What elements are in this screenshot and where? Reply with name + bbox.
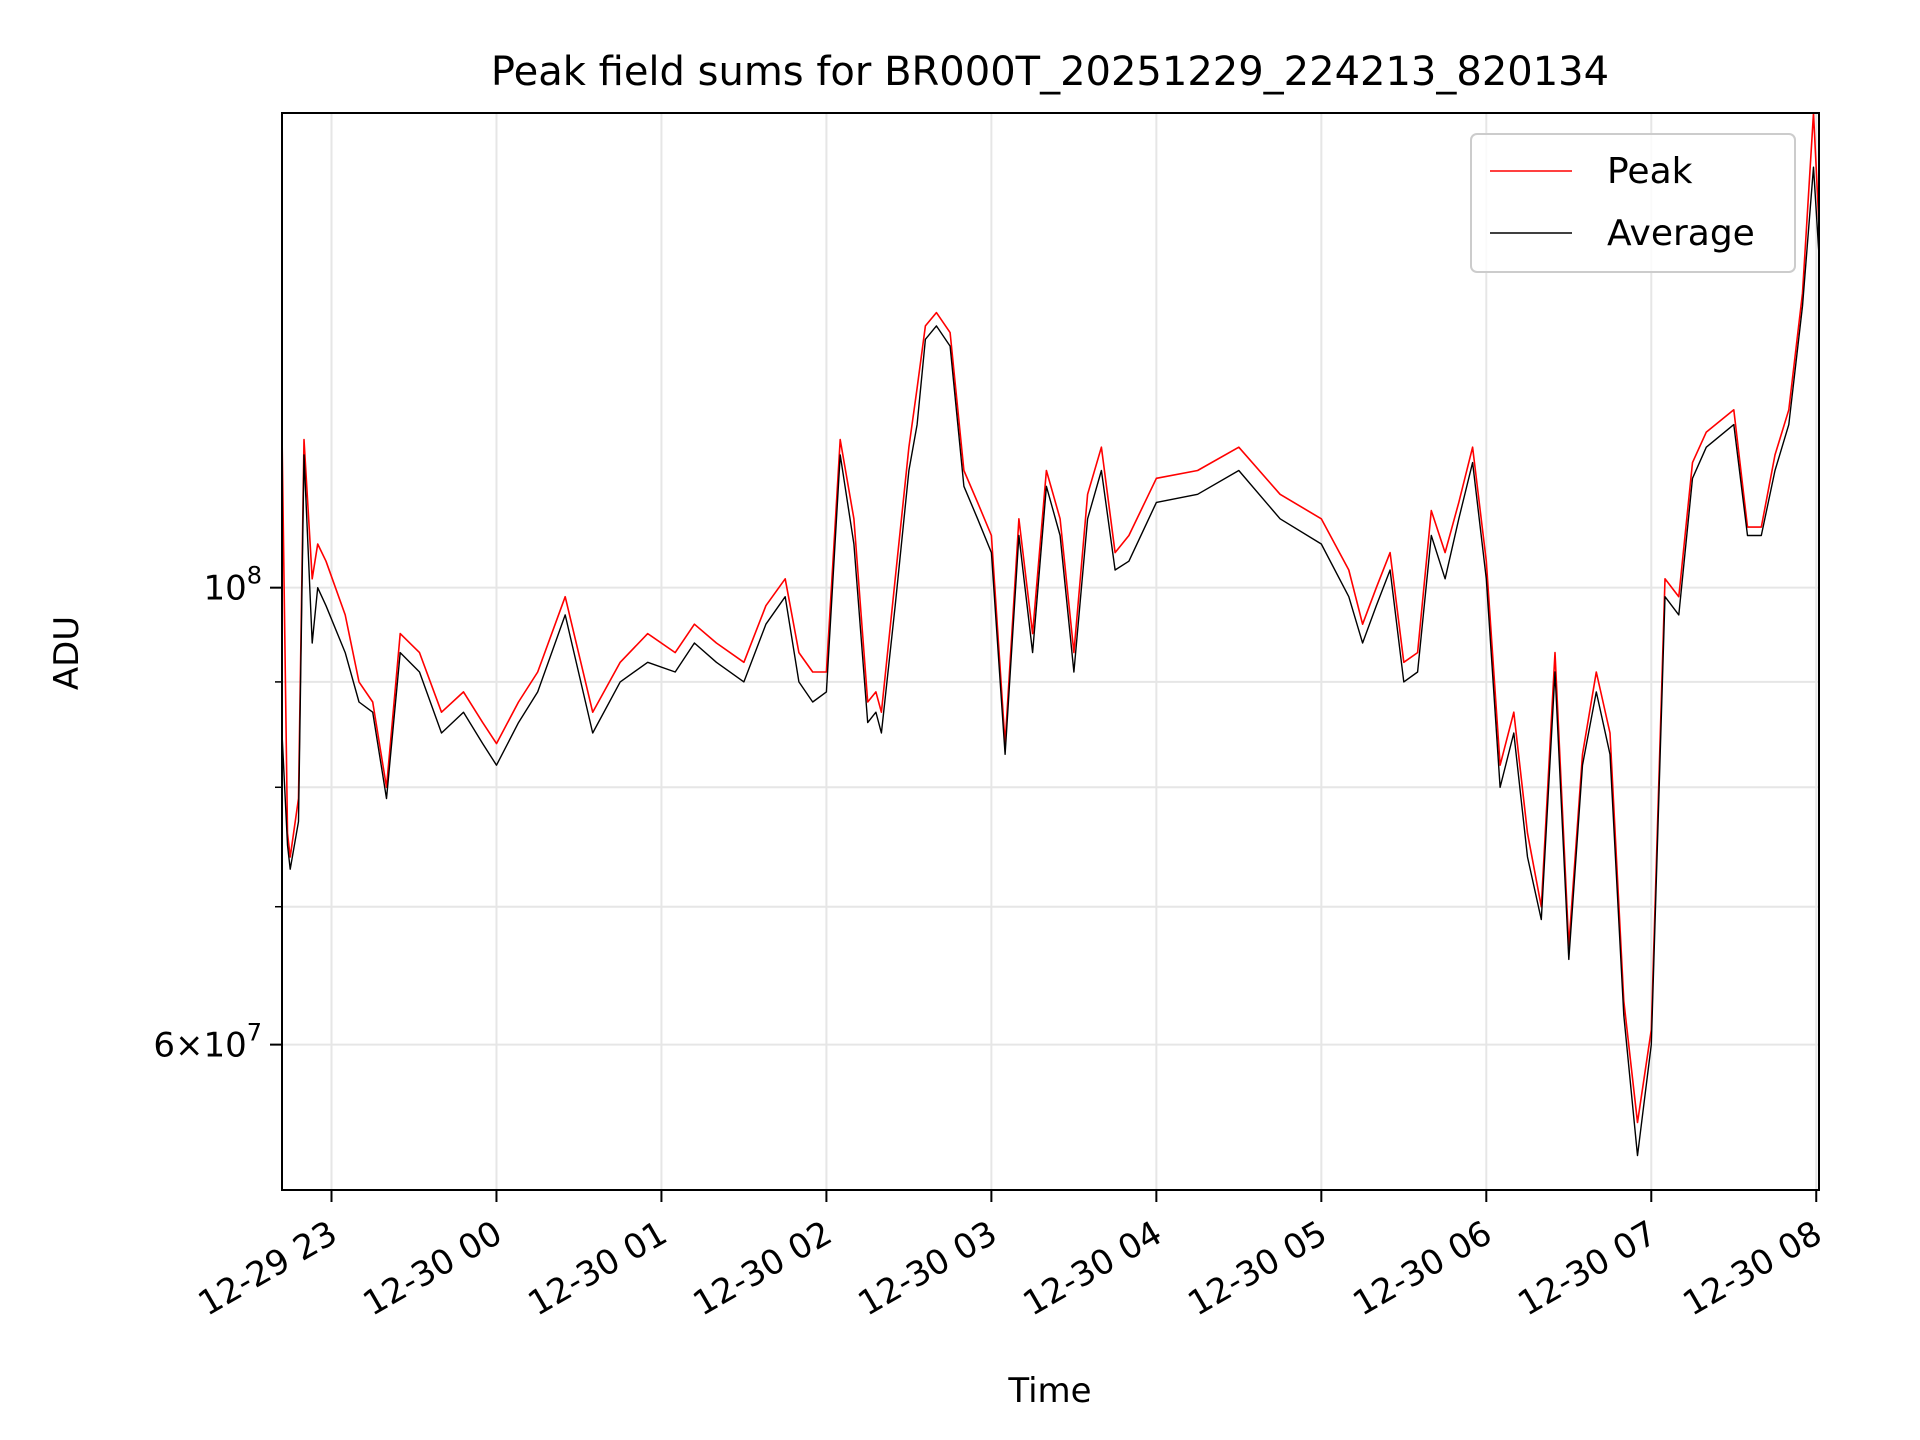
chart-title: Peak field sums for BR000T_20251229_2242… <box>491 49 1609 95</box>
series-line-peak <box>282 113 1819 1124</box>
legend-average-label: Average <box>1607 213 1755 254</box>
grid <box>282 113 1819 1190</box>
legend-box <box>1470 133 1796 273</box>
plot-frame <box>281 112 1820 1191</box>
y-tick-label: 108 <box>203 562 262 609</box>
y-axis-ticks: 108 6×107 <box>153 562 282 1066</box>
legend: Peak Average <box>1470 133 1796 273</box>
y-axis-label: ADU <box>47 616 87 690</box>
y-tick-label: 6×107 <box>153 1019 262 1066</box>
legend-peak-label: Peak <box>1607 151 1693 192</box>
series-layer <box>282 113 1819 1157</box>
x-axis-label: Time <box>1007 1371 1091 1411</box>
series-line-average <box>282 166 1819 1157</box>
